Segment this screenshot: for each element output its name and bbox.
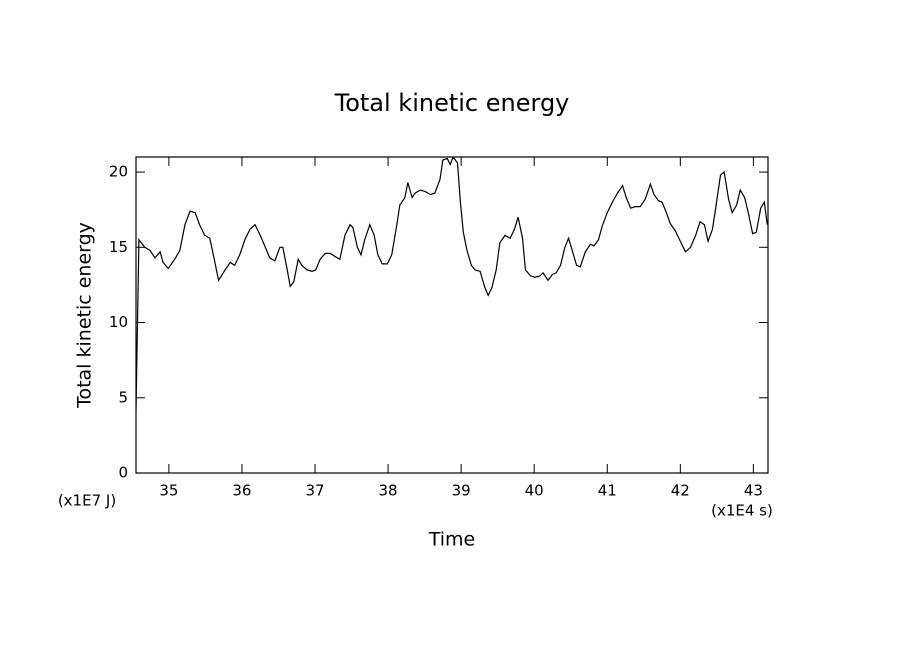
x-tick-label: 42 (671, 482, 690, 500)
x-tick-label: 43 (744, 482, 763, 500)
x-tick-label: 38 (379, 482, 398, 500)
y-tick-label: 5 (118, 388, 128, 406)
x-axis-label: Time (428, 529, 476, 551)
chart-title: Total kinetic energy (334, 89, 570, 117)
x-tick-label: 37 (305, 482, 324, 500)
y-unit-label: (x1E7 J) (58, 492, 116, 510)
x-tick-label: 39 (452, 482, 471, 500)
x-tick-label: 40 (525, 482, 544, 500)
data-line (136, 157, 768, 410)
y-tick-label: 20 (109, 163, 128, 181)
y-tick-label: 10 (109, 313, 128, 331)
y-tick-label: 15 (109, 238, 128, 256)
x-tick-label: 36 (232, 482, 251, 500)
plot-frame (135, 156, 769, 474)
y-axis-label: Total kinetic energy (74, 222, 96, 409)
y-tick-label: 0 (118, 464, 128, 482)
x-tick-label: 35 (159, 482, 178, 500)
x-tick-label: 41 (598, 482, 617, 500)
x-unit-label: (x1E4 s) (711, 502, 773, 520)
